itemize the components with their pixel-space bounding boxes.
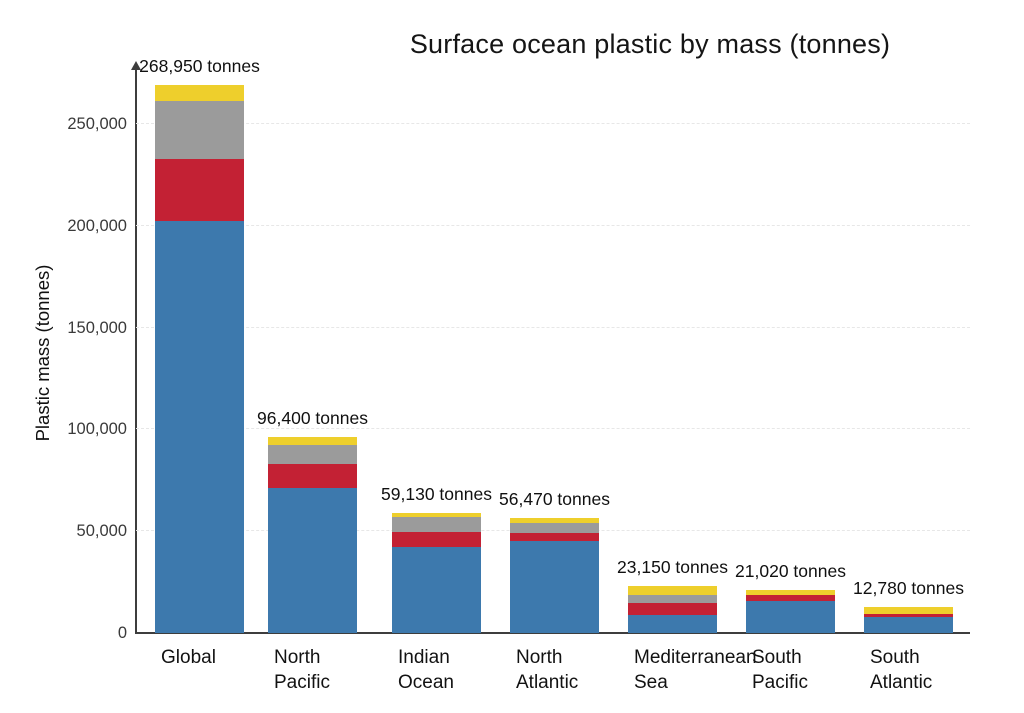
- y-tick-label: 250,000: [67, 115, 127, 133]
- x-axis-category-label: North Pacific: [274, 647, 330, 694]
- bar-north-pacific: [268, 436, 357, 633]
- bar-south-pacific: [746, 590, 835, 633]
- x-axis-category-label: Indian Ocean: [398, 647, 454, 694]
- bar-value-label: 23,150 tonnes: [617, 556, 728, 577]
- bar-value-label: 59,130 tonnes: [381, 483, 492, 504]
- plot-area: 268,950 tonnes 96,400 tonnes 59,130 tonnes…: [131, 56, 1010, 634]
- bar-segment-red: [864, 613, 953, 617]
- gridline: [136, 123, 970, 124]
- bar-segment-gray: [628, 594, 717, 603]
- bar-value-label: 21,020 tonnes: [735, 561, 846, 582]
- bar-segment-yellow: [510, 518, 599, 524]
- bar-value-label: 96,400 tonnes: [257, 407, 368, 428]
- bar-segment-blue: [510, 540, 599, 633]
- bar-indian-ocean: [392, 512, 481, 633]
- bar-segment-blue: [864, 616, 953, 633]
- bar-segment-blue: [268, 487, 357, 633]
- bar-segment-yellow: [746, 590, 835, 596]
- y-tick-label: 150,000: [67, 318, 127, 337]
- y-axis-label: Plastic mass (tonnes): [32, 264, 53, 442]
- bar-segment-yellow: [864, 607, 953, 614]
- bar-segment-blue: [746, 601, 835, 633]
- bar-segment-yellow: [392, 512, 481, 517]
- bar-segment-gray: [510, 523, 599, 533]
- bar-segment-red: [155, 158, 244, 221]
- gridline: [136, 428, 970, 430]
- bar-segment-red: [392, 531, 481, 547]
- bar-value-label: 268,950 tonnes: [139, 56, 260, 77]
- bar-segment-gray: [268, 444, 357, 464]
- bar-segment-blue: [155, 220, 244, 633]
- y-tick-label: 50,000: [76, 522, 127, 541]
- chart-title: Surface ocean plastic by mass (tonnes): [409, 29, 891, 59]
- x-axis-category-label: South Atlantic: [870, 647, 933, 694]
- bar-segment-yellow: [628, 585, 717, 595]
- x-axis-category-label: Mediterranean Sea: [634, 647, 757, 694]
- bar-segment-red: [510, 533, 599, 541]
- bar-segment-gray: [392, 516, 481, 532]
- y-axis-arrow-icon: [131, 61, 141, 70]
- bar-segment-red: [628, 602, 717, 615]
- x-axis-category-label: Global: [161, 647, 216, 668]
- bar-segment-blue: [628, 614, 717, 633]
- bar-segment-red: [746, 595, 835, 602]
- gridline: [136, 224, 970, 226]
- bar-segment-gray: [155, 100, 244, 159]
- bar-segment-blue: [392, 546, 481, 633]
- bar-south-atlantic: [864, 607, 953, 633]
- bar-value-label: 12,780 tonnes: [853, 577, 964, 598]
- x-axis-category-label: North Atlantic: [516, 647, 579, 694]
- y-tick-label: 100,000: [67, 420, 127, 439]
- gridline: [136, 326, 970, 328]
- bar-global: [155, 85, 244, 633]
- bar-segment-red: [268, 463, 357, 488]
- bar-north-atlantic: [510, 518, 599, 633]
- y-axis-line: [135, 68, 137, 633]
- bar-mediterranean-sea: [628, 585, 717, 633]
- y-tick-label: 200,000: [67, 216, 127, 235]
- y-tick-label: 0: [117, 624, 127, 642]
- bar-value-label: 56,470 tonnes: [499, 489, 610, 510]
- x-axis-line: [135, 632, 970, 634]
- x-axis-category-label: South Pacific: [752, 647, 808, 694]
- bar-segment-yellow: [155, 85, 244, 101]
- bar-segment-yellow: [268, 436, 357, 445]
